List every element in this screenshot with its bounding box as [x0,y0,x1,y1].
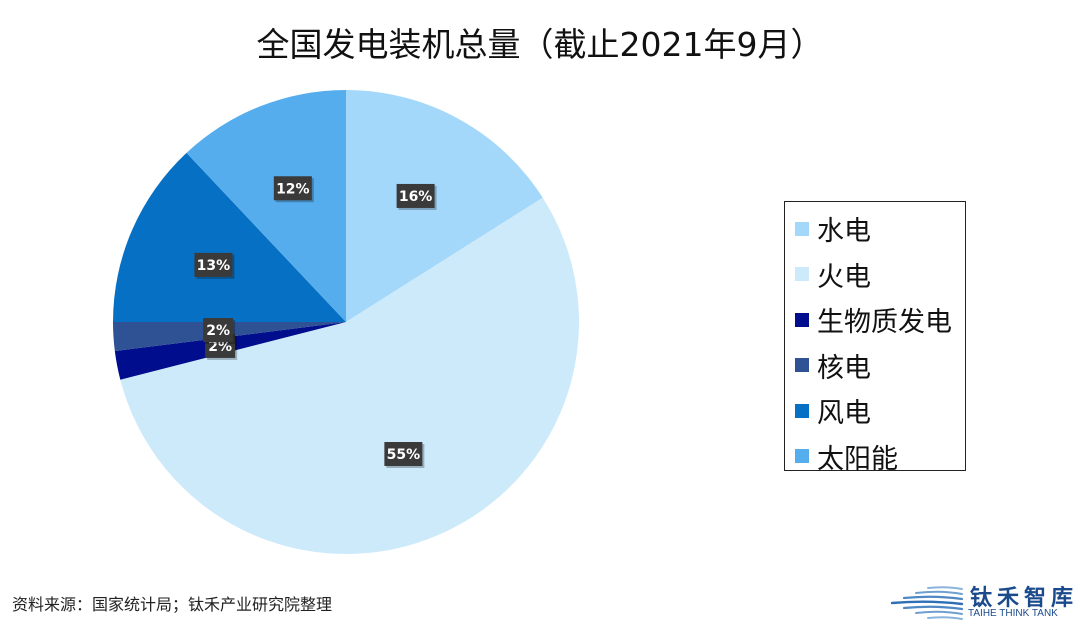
svg-text:2%: 2% [206,323,230,339]
legend-label: 火电 [817,261,871,293]
legend-swatch [795,449,809,464]
legend-item: 生物质发电 [795,297,965,343]
legend-label: 风电 [817,398,871,430]
logo-waves-icon [890,586,964,620]
legend-swatch [795,221,809,236]
pie-data-label-4: 2% [203,318,236,345]
pie-slice-2 [120,197,579,555]
legend-swatch [795,267,809,282]
legend-swatch [795,312,809,327]
pie-data-label-5: 13% [194,252,235,279]
pie-slice-6 [186,90,346,322]
svg-text:2%: 2% [208,339,232,355]
legend-item: 太阳能 [795,434,965,480]
svg-text:12%: 12% [276,181,310,197]
legend-item: 风电 [795,388,965,434]
logo-name-cn: 钛禾智库 [970,586,1079,611]
pie-slice-1 [346,90,543,322]
svg-text:16%: 16% [399,189,433,205]
pie-chart: 16% 55% 2%2% 13% 12% [113,90,579,555]
legend-item: 水电 [795,206,965,252]
pie-data-label-6: 12% [273,176,314,203]
legend-item: 核电 [795,343,965,389]
legend-label: 太阳能 [817,443,898,475]
chart-title: 全国发电装机总量（截止2021年9月） [256,25,824,64]
legend-swatch [795,403,809,418]
source-note: 资料来源：国家统计局；钛禾产业研究院整理 [12,595,333,614]
pie-data-labels: 16% 55% 2%2% 13% 12% [194,176,437,469]
pie-slices [113,90,579,555]
legend: 水电火电生物质发电核电风电太阳能 [784,201,966,475]
legend-label: 核电 [817,352,871,384]
legend-label: 水电 [817,216,871,248]
pie-data-label-1: 16% [396,183,437,210]
pie-slice-5 [113,152,346,322]
svg-text:55%: 55% [387,447,421,463]
pie-data-label-2: 55% [384,442,425,469]
legend-swatch [795,358,809,373]
legend-item: 火电 [795,252,965,298]
svg-text:13%: 13% [197,258,231,274]
logo-name-en: TAIHE THINK TANK [968,608,1058,619]
taihe-logo: 钛禾智库 TAIHE THINK TANK [888,580,1078,624]
legend-label: 生物质发电 [817,307,952,339]
